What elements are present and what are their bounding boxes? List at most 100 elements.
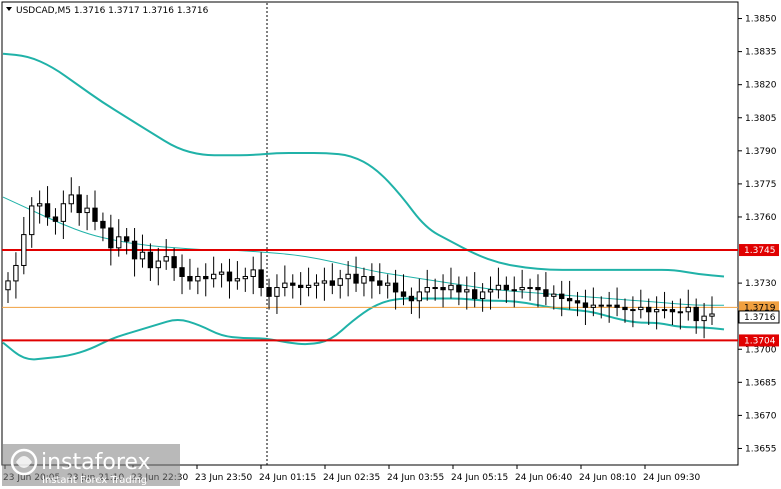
candle-body [353,273,359,284]
price-line-label: 1.3719 [744,303,776,313]
candle-body [123,236,130,242]
candle-body [329,280,335,286]
candle-body [653,309,660,313]
y-tick-label: 1.3700 [745,345,777,355]
candle-body [250,269,256,277]
y-tick-label: 1.3670 [745,411,777,421]
candle-body [187,275,193,282]
candle-body [503,284,510,291]
dropdown-triangle-icon[interactable] [6,7,12,11]
plot-frame [1,1,739,466]
candle-body [282,282,288,289]
y-axis: 1.3850 1.3835 1.3820 1.3805 1.3790 1.3775 1.37… [738,15,777,454]
candle-body [559,293,565,300]
current-price-label: 1.3716 [744,313,776,323]
candle-body [203,275,209,280]
level-badge [739,244,779,257]
x-tick-label: 24 Jun 02:35 [323,473,380,483]
x-tick-label: 24 Jun 03:55 [387,473,444,483]
candle-body [84,207,90,214]
x-tick-label: 24 Jun 05:15 [451,473,508,483]
candle-body [385,282,391,286]
candle-body [638,306,644,311]
watermark-box [2,444,180,486]
candle-body [68,194,74,205]
candle-body [163,256,169,262]
candle-body [440,287,446,291]
candle-body [661,309,668,312]
candle-body [108,227,114,249]
bollinger-lower-line [2,297,725,361]
level-badge-label: 1.3704 [744,336,776,346]
candle-body [614,304,620,308]
candle-body [147,251,154,269]
candle-body [574,300,581,304]
candle-body [21,234,27,266]
candle-body [543,289,549,297]
price-line-badge [739,301,779,314]
y-tick-label: 1.3835 [745,48,777,58]
level-badge-label: 1.3745 [744,246,776,256]
candle-body [464,289,470,293]
candle-body [52,216,59,222]
logo-swoosh-icon [16,456,32,468]
candle-body [218,271,225,275]
y-tick-label: 1.3790 [745,147,777,157]
candle-body [495,284,502,291]
candle-body [392,282,399,293]
candle-body [297,284,304,289]
candle-body [36,203,43,207]
candle-body [266,287,272,297]
candle-body [131,240,138,260]
candle-body [274,287,280,297]
candle-body [210,273,217,280]
y-tick-label: 1.3805 [745,114,777,124]
watermark-tagline: Instant Forex Trading [42,475,147,486]
x-tick-label: 24 Jun 09:30 [643,473,700,483]
y-tick-label: 1.3730 [745,279,777,289]
candle-body [234,278,241,282]
candle-body [345,273,351,280]
candle-body [400,291,407,297]
candle-body [408,295,415,302]
candle-body [472,289,478,300]
candle-body [669,309,676,313]
candle-body [456,284,462,293]
candle-body [116,236,122,249]
y-tick-label: 1.3685 [745,378,777,388]
candle-body [305,284,312,289]
candle-body [527,287,533,290]
candle-body [598,304,604,307]
candle-body [29,205,35,236]
candle-body [479,291,486,300]
candle-body [92,207,98,222]
instaforex-watermark: instaforex Instant Forex Trading [2,444,180,486]
candle-body [630,309,636,312]
bollinger-middle-line [2,196,724,306]
x-tick-label: 24 Jun 08:10 [579,473,636,483]
bollinger-bands [2,52,725,361]
candle-body [60,203,67,222]
watermark-brand: instaforex [41,450,151,475]
candle-body [685,306,691,313]
candle-body [179,267,185,277]
candle-body [535,287,541,291]
bollinger-upper-line [2,52,725,278]
x-tick-label: 24 Jun 01:15 [259,473,316,483]
candle-body [44,203,51,218]
candle-body [606,304,612,307]
candle-body [258,269,264,289]
candle-body [487,289,494,293]
candle-body [337,278,343,286]
y-tick-label: 1.3760 [745,213,777,223]
candle-body [677,311,684,314]
candle-body [171,256,177,269]
candle-body [709,313,715,317]
candle-body [693,306,699,322]
candle-body [313,282,320,286]
candle-body [416,291,423,302]
x-tick-label: 24 Jun 06:40 [515,473,572,483]
candle-body [195,275,201,282]
